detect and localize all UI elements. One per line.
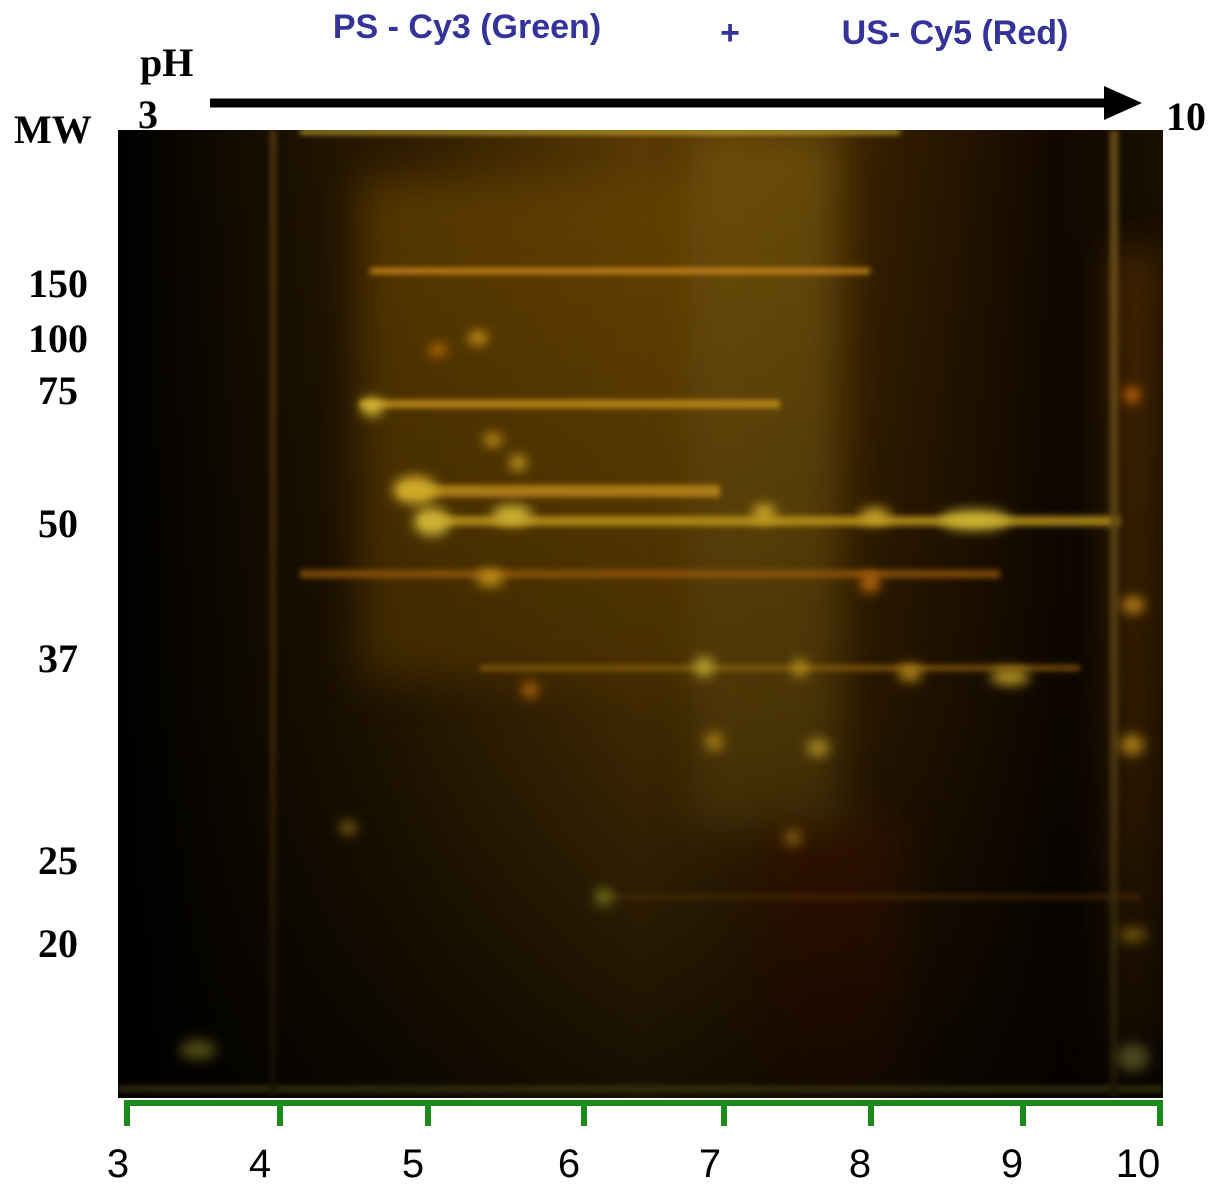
ph-scale-ruler [124,1100,1163,1126]
green-label: PS - Cy3 (Green) [333,8,601,46]
ph-start: 3 [138,92,158,137]
mw-label: 25 [38,838,78,883]
gel-image [118,130,1163,1098]
ph-title: pH [140,40,193,85]
ph-scale-label: 9 [1001,1142,1023,1185]
mw-label: 50 [38,501,78,546]
ph-scale-label: 5 [402,1142,424,1185]
ph-scale-label: 7 [699,1142,721,1185]
red-label: US- Cy5 (Red) [842,14,1069,52]
ph-scale-label: 6 [558,1142,580,1185]
ph-arrow-head [1104,86,1142,120]
ph-scale-label: 4 [249,1142,271,1185]
mw-label: 150 [28,261,88,306]
mw-title: MW [14,107,92,152]
ph-scale-label: 3 [107,1142,129,1185]
ph-scale-label: 10 [1116,1142,1161,1185]
mw-label: 37 [38,636,78,681]
plus: + [720,14,740,52]
ph-scale-label: 8 [849,1142,871,1185]
mw-label: 75 [38,368,78,413]
ph-end: 10 [1166,94,1206,139]
mw-label: 20 [38,921,78,966]
mw-label: 100 [28,316,88,361]
